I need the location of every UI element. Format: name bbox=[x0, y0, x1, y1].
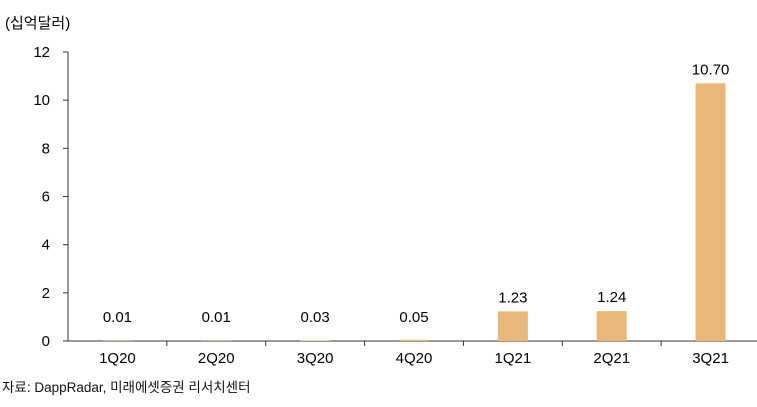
bars bbox=[102, 83, 726, 341]
data-labels: 0.01 0.01 0.03 0.05 1.23 1.24 10.70 bbox=[103, 61, 730, 326]
bar-4Q20 bbox=[399, 339, 429, 341]
y-tick-label: 6 bbox=[42, 189, 50, 206]
data-label: 0.01 bbox=[202, 309, 231, 326]
y-tick-label: 8 bbox=[42, 140, 50, 157]
data-label: 1.24 bbox=[597, 289, 626, 306]
x-tick-label: 2Q20 bbox=[198, 350, 235, 367]
x-tick-label: 1Q20 bbox=[99, 350, 136, 367]
data-label: 1.23 bbox=[498, 289, 527, 306]
source-note: 자료: DappRadar, 미래에셋증권 리서치센터 bbox=[2, 380, 251, 395]
x-tick-label: 1Q21 bbox=[495, 350, 532, 367]
x-tick-label: 3Q20 bbox=[297, 350, 334, 367]
y-axis: 0 2 4 6 8 10 12 bbox=[33, 44, 69, 350]
data-label: 0.03 bbox=[301, 309, 330, 326]
y-tick-label: 4 bbox=[42, 237, 50, 254]
x-tick-label: 3Q21 bbox=[692, 350, 729, 367]
bar-chart: (십억달러) 0 2 4 6 8 10 12 1Q20 2Q20 3Q20 4Q20 1Q21 2Q2… bbox=[5, 15, 757, 367]
x-tick-label: 4Q20 bbox=[396, 350, 433, 367]
y-tick-label: 12 bbox=[33, 44, 50, 61]
x-tick-label: 2Q21 bbox=[593, 350, 630, 367]
data-label: 0.05 bbox=[399, 309, 428, 326]
bar-3Q20 bbox=[300, 340, 331, 341]
y-tick-label: 2 bbox=[42, 285, 50, 302]
y-unit-label: (십억달러) bbox=[5, 15, 70, 32]
y-tick-label: 0 bbox=[42, 333, 50, 350]
bar-1Q21 bbox=[497, 311, 528, 341]
data-label: 10.70 bbox=[692, 61, 730, 78]
bar-3Q21 bbox=[695, 83, 726, 341]
bar-2Q21 bbox=[596, 311, 627, 341]
x-axis: 1Q20 2Q20 3Q20 4Q20 1Q21 2Q21 3Q21 bbox=[68, 340, 757, 367]
y-tick-label: 10 bbox=[33, 92, 50, 109]
data-label: 0.01 bbox=[103, 309, 132, 326]
